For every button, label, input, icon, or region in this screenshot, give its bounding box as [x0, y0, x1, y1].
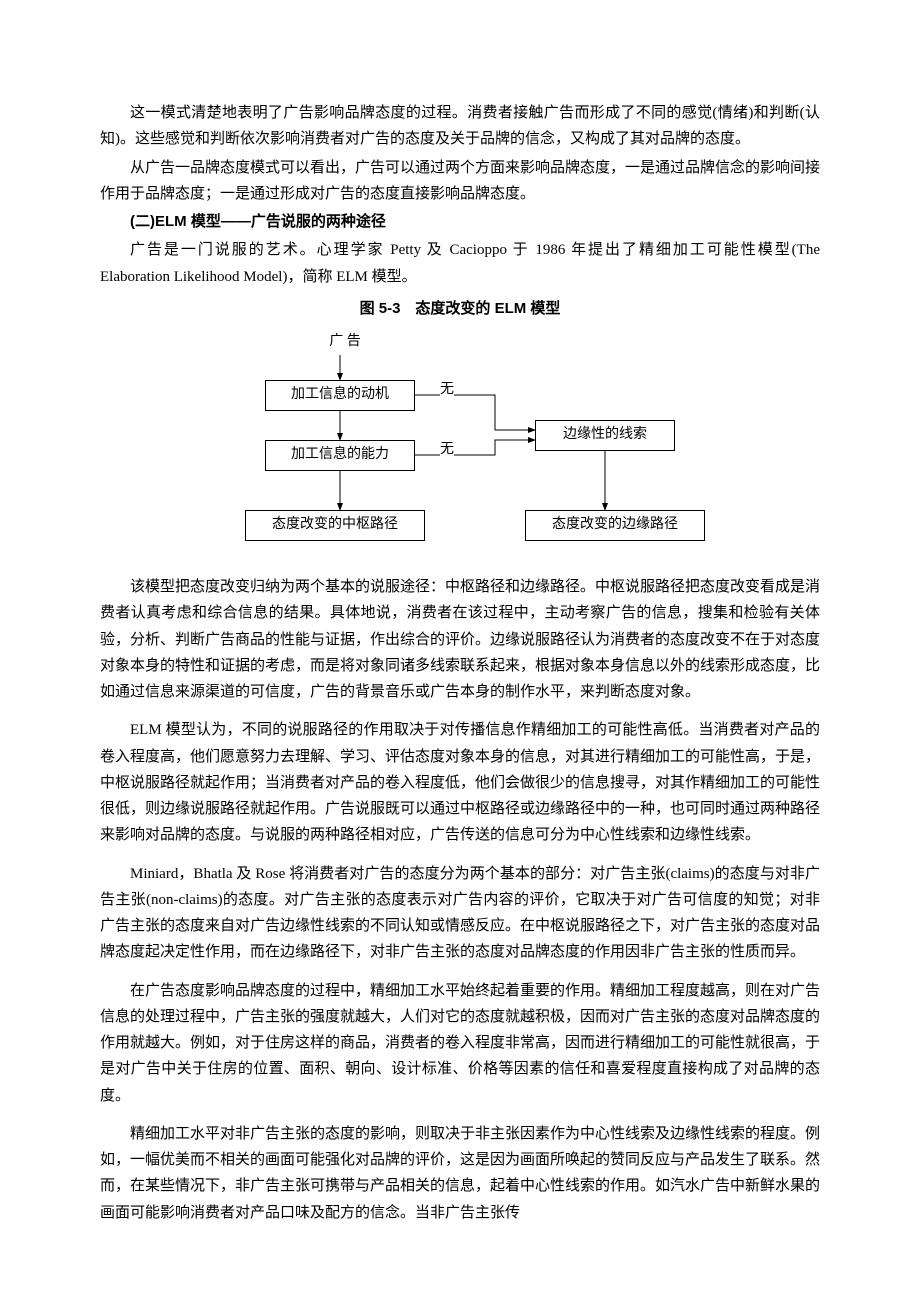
paragraph-3: 广告是一门说服的艺术。心理学家 Petty 及 Cacioppo 于 1986 … [100, 237, 820, 290]
paragraph-5: ELM 模型认为，不同的说服路径的作用取决于对传播信息作精细加工的可能性高低。当… [100, 717, 820, 848]
edge-label-no-2: 无 [440, 438, 454, 463]
node-ability: 加工信息的能力 [265, 440, 415, 471]
paragraph-8: 精细加工水平对非广告主张的态度的影响，则取决于非主张因素作为中心性线索及边缘性线… [100, 1121, 820, 1226]
paragraph-1: 这一模式清楚地表明了广告影响品牌态度的过程。消费者接触广告而形成了不同的感觉(情… [100, 100, 820, 153]
node-motivation: 加工信息的动机 [265, 380, 415, 411]
edge-label-no-1: 无 [440, 378, 454, 403]
node-central-route: 态度改变的中枢路径 [245, 510, 425, 541]
paragraph-2: 从广告一品牌态度模式可以看出，广告可以通过两个方面来影响品牌态度，一是通过品牌信… [100, 155, 820, 208]
paragraph-4: 该模型把态度改变归纳为两个基本的说服途径：中枢路径和边缘路径。中枢说服路径把态度… [100, 574, 820, 705]
paragraph-7: 在广告态度影响品牌态度的过程中，精细加工水平始终起着重要的作用。精细加工程度越高… [100, 978, 820, 1109]
paragraph-6: Miniard，Bhatla 及 Rose 将消费者对广告的态度分为两个基本的部… [100, 861, 820, 966]
section-heading: (二)ELM 模型——广告说服的两种途径 [100, 209, 820, 235]
elm-diagram: 广 告 加工信息的动机 加工信息的能力 态度改变的中枢路径 边缘性的线索 态度改… [195, 330, 725, 560]
node-ad: 广 告 [310, 330, 380, 355]
node-peripheral-cues: 边缘性的线索 [535, 420, 675, 451]
figure-title: 图 5-3 态度改变的 ELM 模型 [100, 296, 820, 322]
node-peripheral-route: 态度改变的边缘路径 [525, 510, 705, 541]
